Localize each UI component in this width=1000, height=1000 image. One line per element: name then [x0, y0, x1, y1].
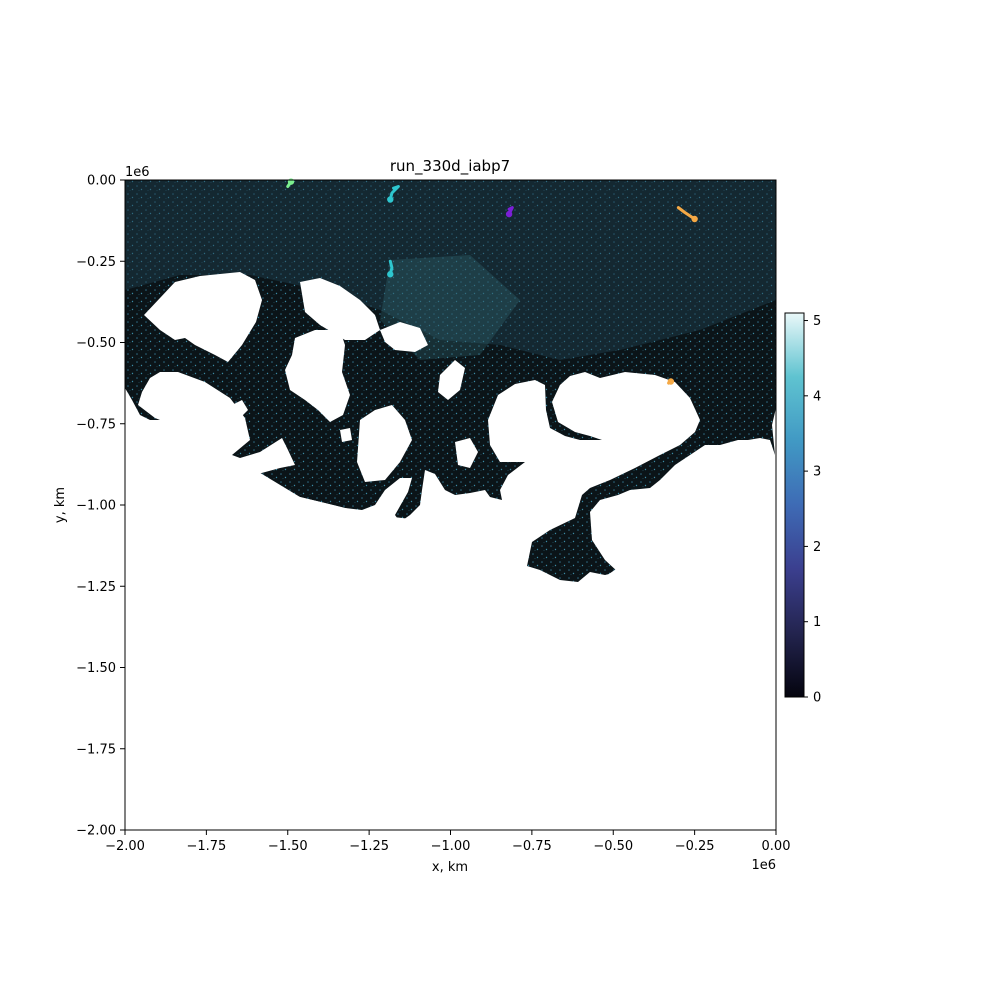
- colorbar-tick-label: 0: [813, 691, 821, 706]
- colorbar-ticks: 0 1 2 3 4 5: [804, 314, 821, 706]
- x-axis: −2.00 −1.75 −1.50 −1.25 −1.00 −0.75 −0.50 −0.25…: [105, 830, 790, 854]
- colorbar: 0 1 2 3 4 5: [784, 312, 821, 706]
- land-west: [144, 272, 262, 362]
- colorbar-tick-label: 4: [813, 389, 821, 404]
- land-island-4: [438, 360, 465, 400]
- x-tick-label: −1.00: [431, 839, 471, 854]
- y-tick-label: −2.00: [76, 824, 116, 839]
- x-tick-label: −0.25: [675, 839, 715, 854]
- x-tick-label: −0.75: [512, 839, 552, 854]
- drifter-marker: [667, 378, 675, 385]
- y-tick-label: −1.25: [76, 580, 116, 595]
- chart-title: run_330d_iabp7: [390, 157, 510, 176]
- y-tick-label: −0.75: [76, 417, 116, 432]
- y-axis-label: y, km: [53, 487, 68, 523]
- colorbar-tick-label: 3: [813, 465, 821, 480]
- x-tick-label: −0.50: [593, 839, 633, 854]
- land-island-5: [455, 438, 478, 468]
- drifter-track: [676, 206, 697, 221]
- land-island-7: [340, 428, 352, 442]
- x-tick-label: −1.50: [268, 839, 308, 854]
- y-tick-label: −1.00: [76, 499, 116, 514]
- x-tick-label: 0.00: [762, 839, 791, 854]
- y-offset-label: 1e6: [125, 165, 150, 180]
- colorbar-tick-label: 5: [813, 314, 821, 329]
- land-island-2: [357, 405, 412, 482]
- y-tick-label: −0.50: [76, 336, 116, 351]
- x-tick-label: −2.00: [105, 839, 145, 854]
- x-offset-label: 1e6: [751, 858, 776, 873]
- colorbar-gradient: [784, 312, 805, 698]
- drifter-marker: [387, 271, 394, 278]
- y-tick-label: −1.50: [76, 661, 116, 676]
- land-south: [125, 420, 776, 830]
- plot-area: [124, 178, 777, 831]
- land-island-6: [232, 400, 248, 418]
- y-tick-label: −1.75: [76, 742, 116, 757]
- colorbar-tick-label: 2: [813, 540, 821, 555]
- drifter-trajectories: [286, 178, 698, 385]
- colorbar-tick-label: 1: [813, 615, 821, 630]
- drifter-marker: [505, 210, 513, 218]
- drifter-marker: [387, 196, 394, 203]
- y-axis: 0.00 −0.25 −0.50 −0.75 −1.00 −1.25 −1.50 −1.75 −…: [76, 174, 125, 839]
- x-axis-label: x, km: [432, 860, 468, 875]
- x-tick-label: −1.25: [349, 839, 389, 854]
- y-tick-label: 0.00: [87, 174, 116, 189]
- y-tick-label: −0.25: [76, 255, 116, 270]
- land-island-1: [285, 330, 350, 422]
- x-tick-label: −1.75: [186, 839, 226, 854]
- drifter-track: [388, 185, 400, 201]
- land-island-3: [380, 322, 428, 352]
- drifter-marker: [287, 178, 295, 185]
- land-central: [300, 278, 380, 340]
- mesh-dense-band: [125, 180, 776, 360]
- land-masses: [125, 272, 776, 830]
- drifter-marker: [691, 215, 698, 223]
